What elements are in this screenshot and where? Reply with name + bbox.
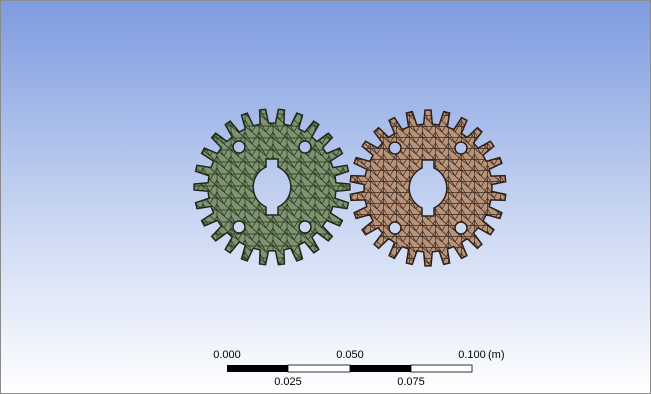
scale-unit: (m) [488, 349, 505, 361]
page: 0.000 0.050 0.100 (m) 0.025 0.075 (() =>… [0, 0, 651, 394]
scale-label: 0.000 [213, 349, 241, 361]
scale-segment [288, 365, 350, 372]
scale-label: 0.025 [274, 376, 302, 388]
scale-label: 0.050 [336, 349, 364, 361]
scale-label: 0.075 [397, 376, 425, 388]
viewport: 0.000 0.050 0.100 (m) 0.025 0.075 [0, 0, 651, 394]
scale-segment [411, 365, 472, 372]
scale-segment [227, 365, 288, 372]
scale-label: 0.100 [458, 349, 486, 361]
scale-segment [350, 365, 411, 372]
